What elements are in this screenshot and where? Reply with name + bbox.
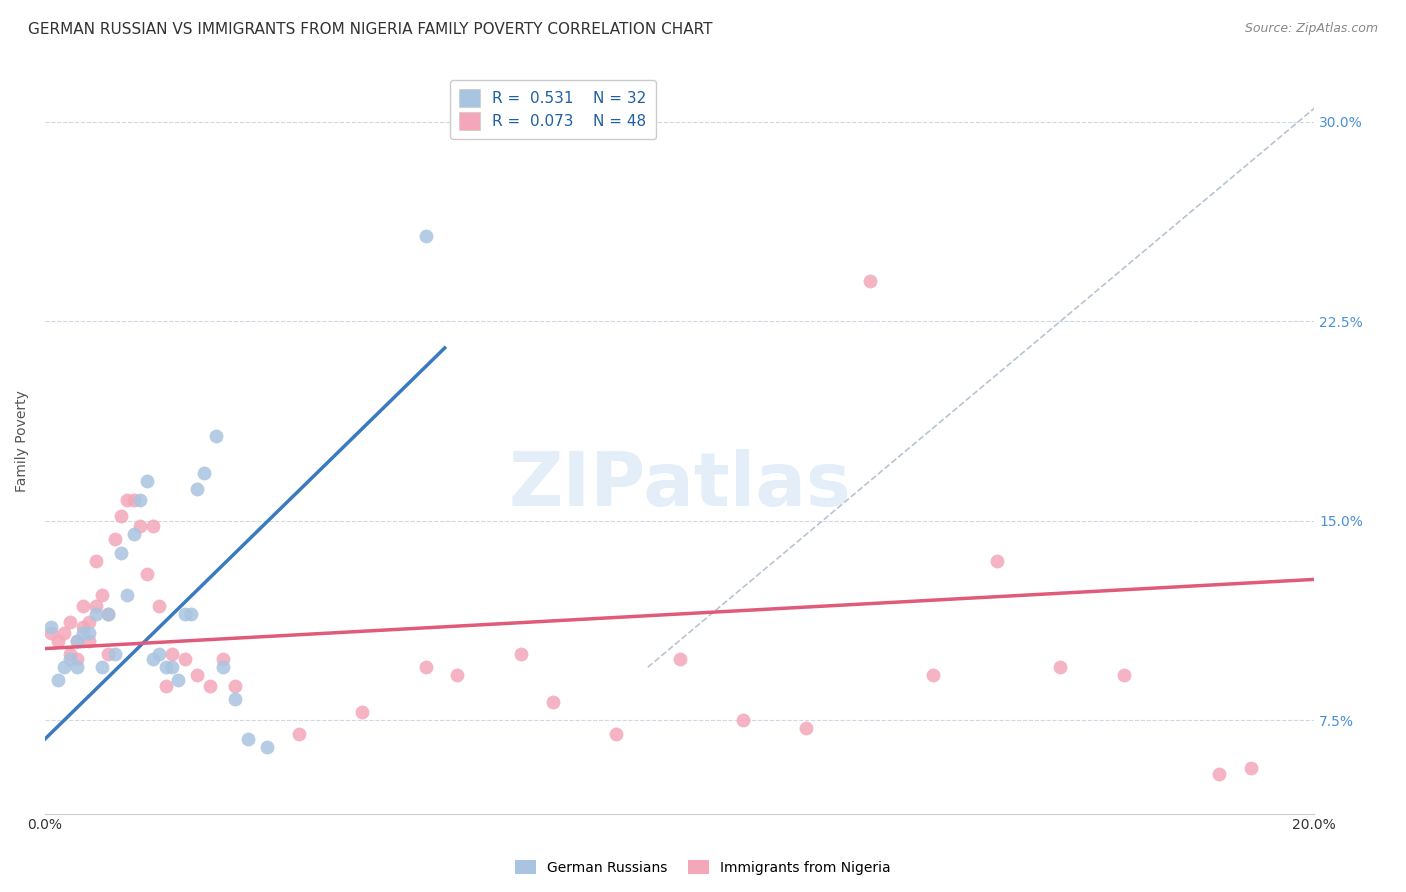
Point <box>53 625 76 640</box>
Point <box>160 647 183 661</box>
Point <box>173 607 195 621</box>
Point <box>1049 660 1071 674</box>
Point <box>79 615 101 629</box>
Point <box>142 519 165 533</box>
Point <box>180 607 202 621</box>
Point <box>53 660 76 674</box>
Point <box>122 492 145 507</box>
Point <box>509 647 531 661</box>
Point <box>211 652 233 666</box>
Text: ZIPatlas: ZIPatlas <box>508 450 851 522</box>
Point <box>446 668 468 682</box>
Point <box>46 673 69 688</box>
Point <box>46 633 69 648</box>
Point <box>186 668 208 682</box>
Point <box>66 652 89 666</box>
Point <box>84 607 107 621</box>
Point <box>135 567 157 582</box>
Point <box>186 482 208 496</box>
Point <box>155 660 177 674</box>
Point <box>1240 761 1263 775</box>
Y-axis label: Family Poverty: Family Poverty <box>15 390 30 492</box>
Point <box>193 466 215 480</box>
Point <box>72 625 94 640</box>
Point <box>72 620 94 634</box>
Point <box>129 492 152 507</box>
Point <box>59 647 82 661</box>
Point <box>59 652 82 666</box>
Point <box>84 554 107 568</box>
Text: Source: ZipAtlas.com: Source: ZipAtlas.com <box>1244 22 1378 36</box>
Point <box>236 732 259 747</box>
Point <box>79 633 101 648</box>
Text: GERMAN RUSSIAN VS IMMIGRANTS FROM NIGERIA FAMILY POVERTY CORRELATION CHART: GERMAN RUSSIAN VS IMMIGRANTS FROM NIGERI… <box>28 22 713 37</box>
Point <box>415 660 437 674</box>
Point <box>79 625 101 640</box>
Point <box>59 615 82 629</box>
Point <box>122 527 145 541</box>
Legend: R =  0.531    N = 32, R =  0.073    N = 48: R = 0.531 N = 32, R = 0.073 N = 48 <box>450 80 655 139</box>
Point <box>129 519 152 533</box>
Point <box>39 620 62 634</box>
Point <box>66 633 89 648</box>
Point <box>142 652 165 666</box>
Point <box>541 695 564 709</box>
Point <box>205 428 228 442</box>
Point <box>110 508 132 523</box>
Point <box>160 660 183 674</box>
Point <box>415 229 437 244</box>
Point <box>352 706 374 720</box>
Point <box>97 647 120 661</box>
Point <box>91 660 114 674</box>
Point <box>173 652 195 666</box>
Point <box>117 492 139 507</box>
Point <box>91 588 114 602</box>
Point <box>148 599 170 613</box>
Point <box>66 633 89 648</box>
Point <box>148 647 170 661</box>
Point <box>256 739 278 754</box>
Point <box>668 652 690 666</box>
Point <box>1112 668 1135 682</box>
Point <box>731 714 754 728</box>
Point <box>1208 766 1230 780</box>
Point <box>211 660 233 674</box>
Point <box>859 274 882 288</box>
Point <box>135 474 157 488</box>
Point <box>224 692 246 706</box>
Point <box>104 647 127 661</box>
Point <box>66 660 89 674</box>
Point <box>605 727 627 741</box>
Point <box>117 588 139 602</box>
Point <box>155 679 177 693</box>
Point <box>72 599 94 613</box>
Point <box>922 668 945 682</box>
Point <box>104 533 127 547</box>
Point <box>167 673 190 688</box>
Point <box>796 722 818 736</box>
Point <box>224 679 246 693</box>
Point <box>986 554 1008 568</box>
Point <box>97 607 120 621</box>
Point <box>110 546 132 560</box>
Point <box>198 679 221 693</box>
Point <box>288 727 311 741</box>
Point <box>84 599 107 613</box>
Point <box>39 625 62 640</box>
Point <box>97 607 120 621</box>
Legend: German Russians, Immigrants from Nigeria: German Russians, Immigrants from Nigeria <box>509 855 897 880</box>
